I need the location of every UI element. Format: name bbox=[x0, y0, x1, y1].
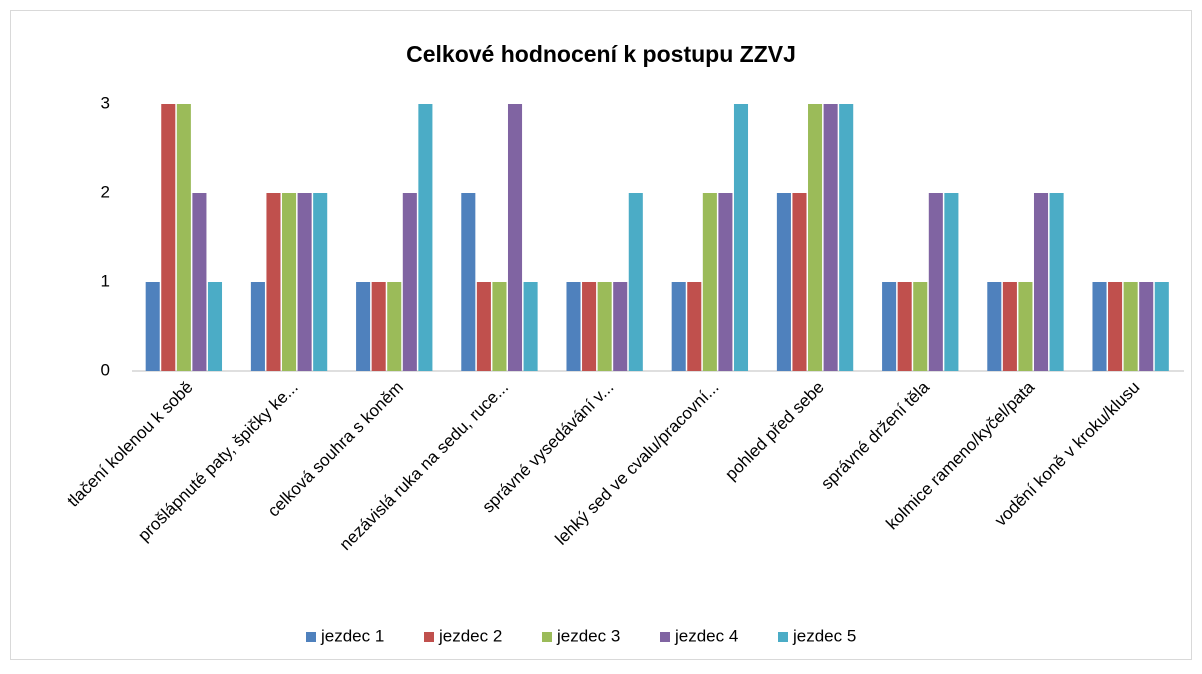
legend-swatch bbox=[778, 632, 788, 642]
bar bbox=[987, 282, 1002, 371]
bar bbox=[1154, 282, 1169, 371]
bar bbox=[566, 282, 581, 371]
bar bbox=[313, 193, 328, 371]
y-tick-label: 3 bbox=[101, 93, 110, 112]
bar bbox=[176, 104, 191, 371]
bar bbox=[597, 282, 612, 371]
bar bbox=[733, 104, 749, 371]
y-tick-label: 1 bbox=[101, 271, 110, 290]
legend-label: jezdec 5 bbox=[792, 626, 856, 645]
bar bbox=[492, 282, 507, 371]
bar bbox=[507, 104, 523, 371]
bar bbox=[192, 193, 207, 371]
bar bbox=[418, 104, 433, 371]
bar bbox=[356, 282, 371, 371]
bar bbox=[823, 104, 838, 371]
bar bbox=[1018, 282, 1033, 371]
legend-swatch bbox=[660, 632, 670, 642]
bar bbox=[1002, 282, 1017, 371]
bar bbox=[161, 104, 176, 371]
bar bbox=[145, 282, 160, 371]
bar bbox=[897, 282, 912, 371]
bar bbox=[582, 282, 597, 371]
bar bbox=[1092, 282, 1107, 371]
bar bbox=[928, 193, 943, 371]
bar bbox=[687, 282, 702, 371]
bar bbox=[371, 282, 386, 371]
legend-label: jezdec 3 bbox=[556, 626, 620, 645]
bar bbox=[671, 282, 686, 371]
bar bbox=[1139, 282, 1154, 371]
bar bbox=[1049, 193, 1064, 371]
bar bbox=[207, 282, 223, 371]
chart-title: Celkové hodnocení k postupu ZZVJ bbox=[406, 41, 796, 67]
legend-label: jezdec 1 bbox=[320, 626, 384, 645]
bar bbox=[266, 193, 281, 371]
bar bbox=[613, 282, 628, 371]
bar bbox=[1123, 282, 1138, 371]
y-tick-label: 2 bbox=[101, 182, 110, 201]
bar bbox=[628, 193, 643, 371]
bar bbox=[461, 193, 476, 371]
bar bbox=[1033, 193, 1049, 371]
bar bbox=[718, 193, 733, 371]
bar bbox=[1108, 282, 1123, 371]
bar bbox=[913, 282, 928, 371]
bar bbox=[944, 193, 959, 371]
bar bbox=[808, 104, 823, 371]
legend-swatch bbox=[424, 632, 434, 642]
bar bbox=[839, 104, 854, 371]
bar bbox=[250, 282, 265, 371]
bar bbox=[776, 193, 791, 371]
legend-swatch bbox=[306, 632, 316, 642]
bar bbox=[387, 282, 402, 371]
bar bbox=[476, 282, 491, 371]
bar bbox=[402, 193, 417, 371]
bar bbox=[282, 193, 297, 371]
bar bbox=[792, 193, 807, 371]
bar bbox=[297, 193, 312, 371]
legend-swatch bbox=[542, 632, 552, 642]
legend-label: jezdec 2 bbox=[438, 626, 502, 645]
bar bbox=[702, 193, 717, 371]
bar bbox=[882, 282, 897, 371]
y-tick-label: 0 bbox=[101, 360, 110, 379]
legend-label: jezdec 4 bbox=[674, 626, 738, 645]
bar bbox=[523, 282, 538, 371]
